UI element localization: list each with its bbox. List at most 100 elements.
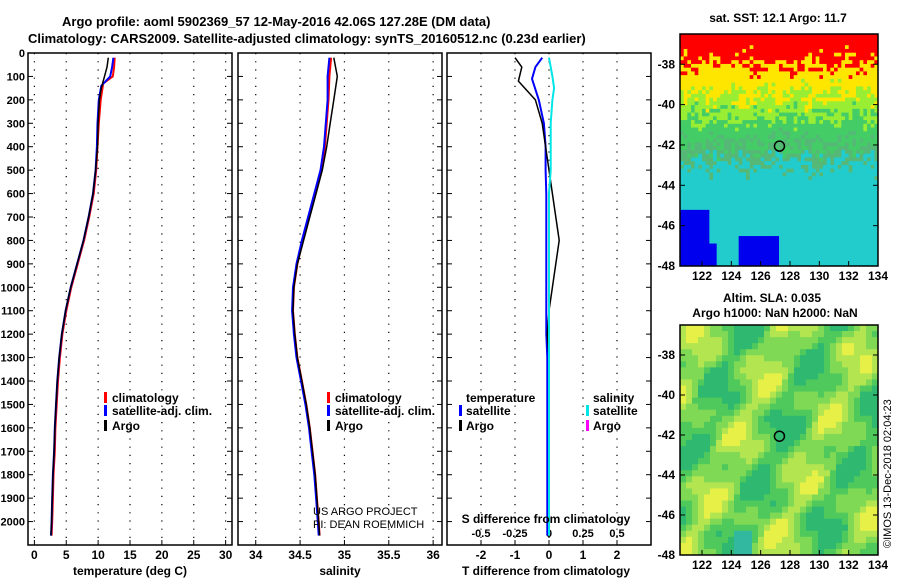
sst-cell bbox=[691, 97, 696, 102]
sst-cell bbox=[771, 93, 776, 99]
sst-cell bbox=[856, 120, 861, 125]
depth-tick-label: 1300 bbox=[1, 353, 25, 365]
sst-cell bbox=[753, 194, 758, 200]
sla-cell bbox=[704, 542, 711, 550]
sst-cell bbox=[724, 82, 729, 87]
sst-cell bbox=[841, 168, 846, 173]
sst-cell bbox=[826, 142, 831, 147]
sst-cell bbox=[856, 112, 861, 117]
sst-cell bbox=[797, 142, 802, 147]
sst-cell bbox=[764, 221, 769, 226]
sst-cell bbox=[775, 243, 780, 248]
sst-cell bbox=[867, 247, 872, 252]
sla-cell bbox=[716, 482, 723, 489]
sla-cell bbox=[794, 373, 801, 380]
sst-cell bbox=[753, 164, 758, 170]
sst-cell bbox=[716, 206, 721, 211]
sst-cell bbox=[702, 52, 707, 57]
sst-ytick-label: -48 bbox=[658, 259, 676, 273]
sla-cell bbox=[770, 343, 777, 350]
sst-cell bbox=[793, 150, 798, 155]
sst-cell bbox=[738, 194, 743, 200]
sst-cell bbox=[826, 112, 831, 117]
sla-cell bbox=[692, 433, 699, 441]
legend-swatch-argo bbox=[104, 420, 107, 431]
sst-cell bbox=[687, 93, 692, 99]
sst-cell bbox=[786, 161, 791, 166]
sst-cell bbox=[742, 138, 747, 143]
sst-cell bbox=[764, 146, 769, 151]
sst-cell bbox=[724, 34, 729, 39]
sst-cell bbox=[786, 168, 791, 173]
sst-cell bbox=[683, 34, 688, 39]
sst-cell bbox=[680, 224, 685, 229]
sla-cell bbox=[746, 427, 753, 435]
sst-cell bbox=[775, 239, 780, 244]
sst-cell bbox=[735, 262, 740, 267]
sst-cell bbox=[694, 93, 699, 99]
sst-cell bbox=[771, 191, 776, 196]
sst-cell bbox=[841, 120, 846, 125]
sst-cell bbox=[779, 116, 784, 121]
sst-cell bbox=[731, 123, 736, 128]
sst-cell bbox=[731, 239, 736, 244]
sst-cell bbox=[812, 97, 817, 102]
sla-cell bbox=[710, 494, 717, 501]
diff-series-line bbox=[531, 57, 549, 536]
sla-cell bbox=[686, 325, 693, 332]
sst-cell bbox=[859, 258, 864, 263]
sla-cell bbox=[800, 391, 807, 399]
sla-cell bbox=[782, 518, 789, 526]
sst-cell bbox=[779, 135, 784, 140]
sla-cell bbox=[716, 391, 723, 399]
sst-cell bbox=[694, 37, 699, 42]
sst-cell bbox=[760, 120, 765, 125]
sst-cell bbox=[790, 172, 795, 177]
sst-cell bbox=[746, 112, 751, 117]
sst-cell bbox=[779, 209, 784, 215]
sst-cell bbox=[727, 179, 732, 185]
sst-cell bbox=[680, 108, 685, 113]
sst-cell bbox=[852, 232, 857, 237]
sst-cell bbox=[801, 164, 806, 170]
sst-cell bbox=[727, 221, 732, 226]
sla-cell bbox=[872, 482, 879, 489]
sla-cell bbox=[788, 421, 795, 429]
sst-cell bbox=[801, 176, 806, 181]
sst-cell bbox=[819, 206, 824, 211]
sst-cell bbox=[867, 82, 872, 87]
sst-cell bbox=[727, 48, 732, 54]
sst-cell bbox=[852, 60, 857, 65]
sst-cell bbox=[746, 41, 751, 46]
sst-cell bbox=[870, 34, 875, 39]
sst-cell bbox=[768, 108, 773, 113]
sst-cell bbox=[819, 247, 824, 252]
sla-cell bbox=[872, 500, 879, 507]
sst-cell bbox=[764, 120, 769, 125]
sla-cell bbox=[764, 512, 771, 520]
sst-cell bbox=[841, 150, 846, 155]
sst-cell bbox=[779, 239, 784, 244]
sst-cell bbox=[764, 262, 769, 267]
sst-cell bbox=[845, 135, 850, 140]
sst-cell bbox=[757, 254, 762, 259]
sst-cell bbox=[698, 161, 703, 166]
sst-cell bbox=[852, 194, 857, 200]
sst-cell bbox=[790, 183, 795, 188]
sla-cell bbox=[692, 421, 699, 429]
sst-cell bbox=[863, 60, 868, 65]
sla-cell bbox=[698, 530, 705, 538]
sst-cell bbox=[786, 224, 791, 229]
sst-cell bbox=[749, 236, 754, 241]
sla-cell bbox=[848, 379, 855, 386]
sst-cell bbox=[716, 251, 721, 256]
sla-cell bbox=[872, 440, 879, 447]
sst-cell bbox=[834, 48, 839, 54]
sst-cell bbox=[738, 187, 743, 192]
sst-cell bbox=[867, 187, 872, 192]
sst-cell bbox=[856, 71, 861, 76]
sst-cell bbox=[804, 138, 809, 143]
sst-cell bbox=[691, 75, 696, 80]
sst-cell bbox=[753, 228, 758, 233]
